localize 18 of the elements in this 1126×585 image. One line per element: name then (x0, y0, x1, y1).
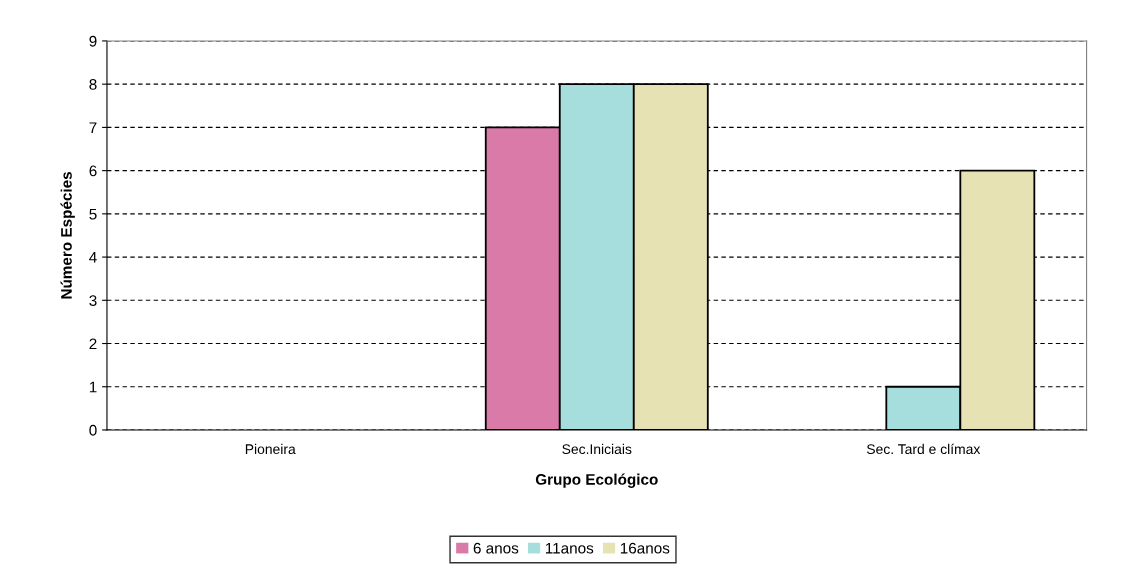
x-tick-label: Sec.Iniciais (562, 443, 632, 455)
y-tick-label: 8 (89, 79, 97, 90)
y-tick-label: 4 (89, 252, 97, 263)
y-tick-label: 5 (89, 208, 97, 220)
y-tick-label: 1 (89, 381, 97, 393)
y-tick-label: 0 (89, 424, 97, 436)
x-tick-label: Pioneira (245, 443, 296, 455)
y-axis-title: Número Espécies (60, 171, 75, 299)
y-tick-label: 6 (89, 165, 97, 177)
y-tick-label: 7 (89, 122, 97, 133)
legend-label: 11anos (545, 542, 594, 554)
y-tick-label: 2 (89, 338, 97, 350)
legend-label: 6 anos (473, 542, 519, 554)
x-tick-label: Sec. Tard e clímax (866, 443, 981, 455)
x-axis-title: Grupo Ecológico (535, 473, 658, 488)
y-tick-label: 3 (89, 295, 97, 306)
y-tick-label: 9 (89, 35, 97, 47)
legend-label: 16anos (620, 542, 670, 554)
